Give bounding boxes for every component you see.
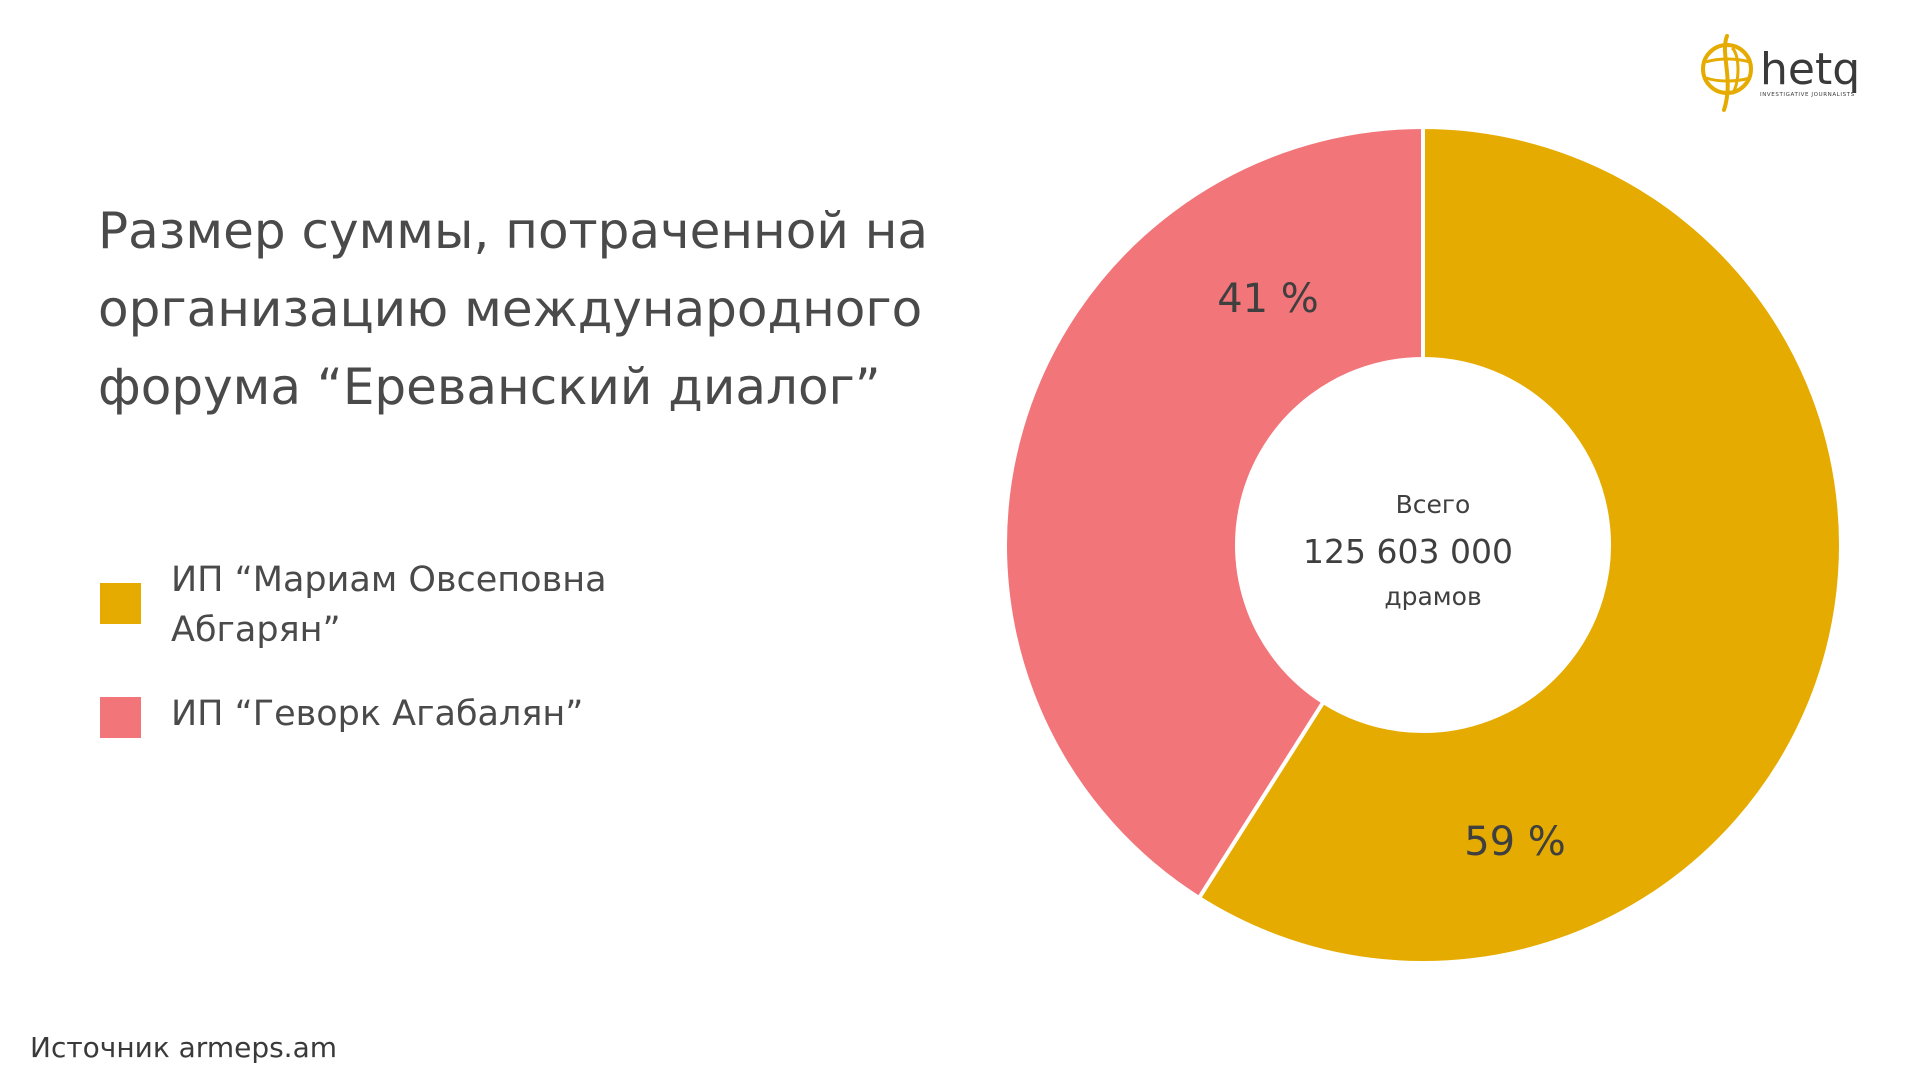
center-label-total: Всего — [1396, 490, 1471, 519]
legend-label-line: ИП “Геворк Агабалян” — [171, 694, 584, 734]
legend-item: ИП “Геворк Агабалян” — [100, 689, 660, 739]
legend: ИП “Мариам Овсеповна Абгарян” ИП “Геворк… — [100, 555, 660, 773]
legend-label-abgaryan: ИП “Мариам Овсеповна Абгарян” — [171, 555, 607, 655]
legend-swatch-abgaryan — [100, 583, 141, 624]
hetq-logo: hetq INVESTIGATIVE JOURNALISTS — [1700, 24, 1900, 119]
source-note: Источник armeps.am — [30, 1031, 338, 1064]
logo-tagline: INVESTIGATIVE JOURNALISTS — [1760, 92, 1855, 98]
data-label-abgaryan: 59 % — [1464, 819, 1566, 865]
legend-label-line: ИП “Мариам Овсеповна — [171, 560, 607, 600]
data-label-agabalyan: 41 % — [1217, 276, 1319, 322]
legend-label-line: Абгарян” — [171, 610, 341, 650]
globe-hand-icon: hetq INVESTIGATIVE JOURNALISTS — [1701, 34, 1860, 112]
donut-slice-abgaryan — [1196, 124, 1843, 965]
legend-label-agabalyan: ИП “Геворк Агабалян” — [171, 689, 583, 739]
legend-item: ИП “Мариам Овсеповна Абгарян” — [100, 555, 660, 655]
center-label-unit: драмов — [1384, 582, 1481, 611]
chart-title: Размер суммы, потраченной на организацию… — [98, 202, 929, 416]
logo-wordmark: hetq — [1760, 44, 1860, 95]
legend-swatch-agabalyan — [100, 697, 141, 738]
center-label-amount: 125 603 000 — [1303, 532, 1513, 571]
donut-slice-agabalyan — [1002, 124, 1425, 901]
donut-slices — [1002, 124, 1843, 965]
